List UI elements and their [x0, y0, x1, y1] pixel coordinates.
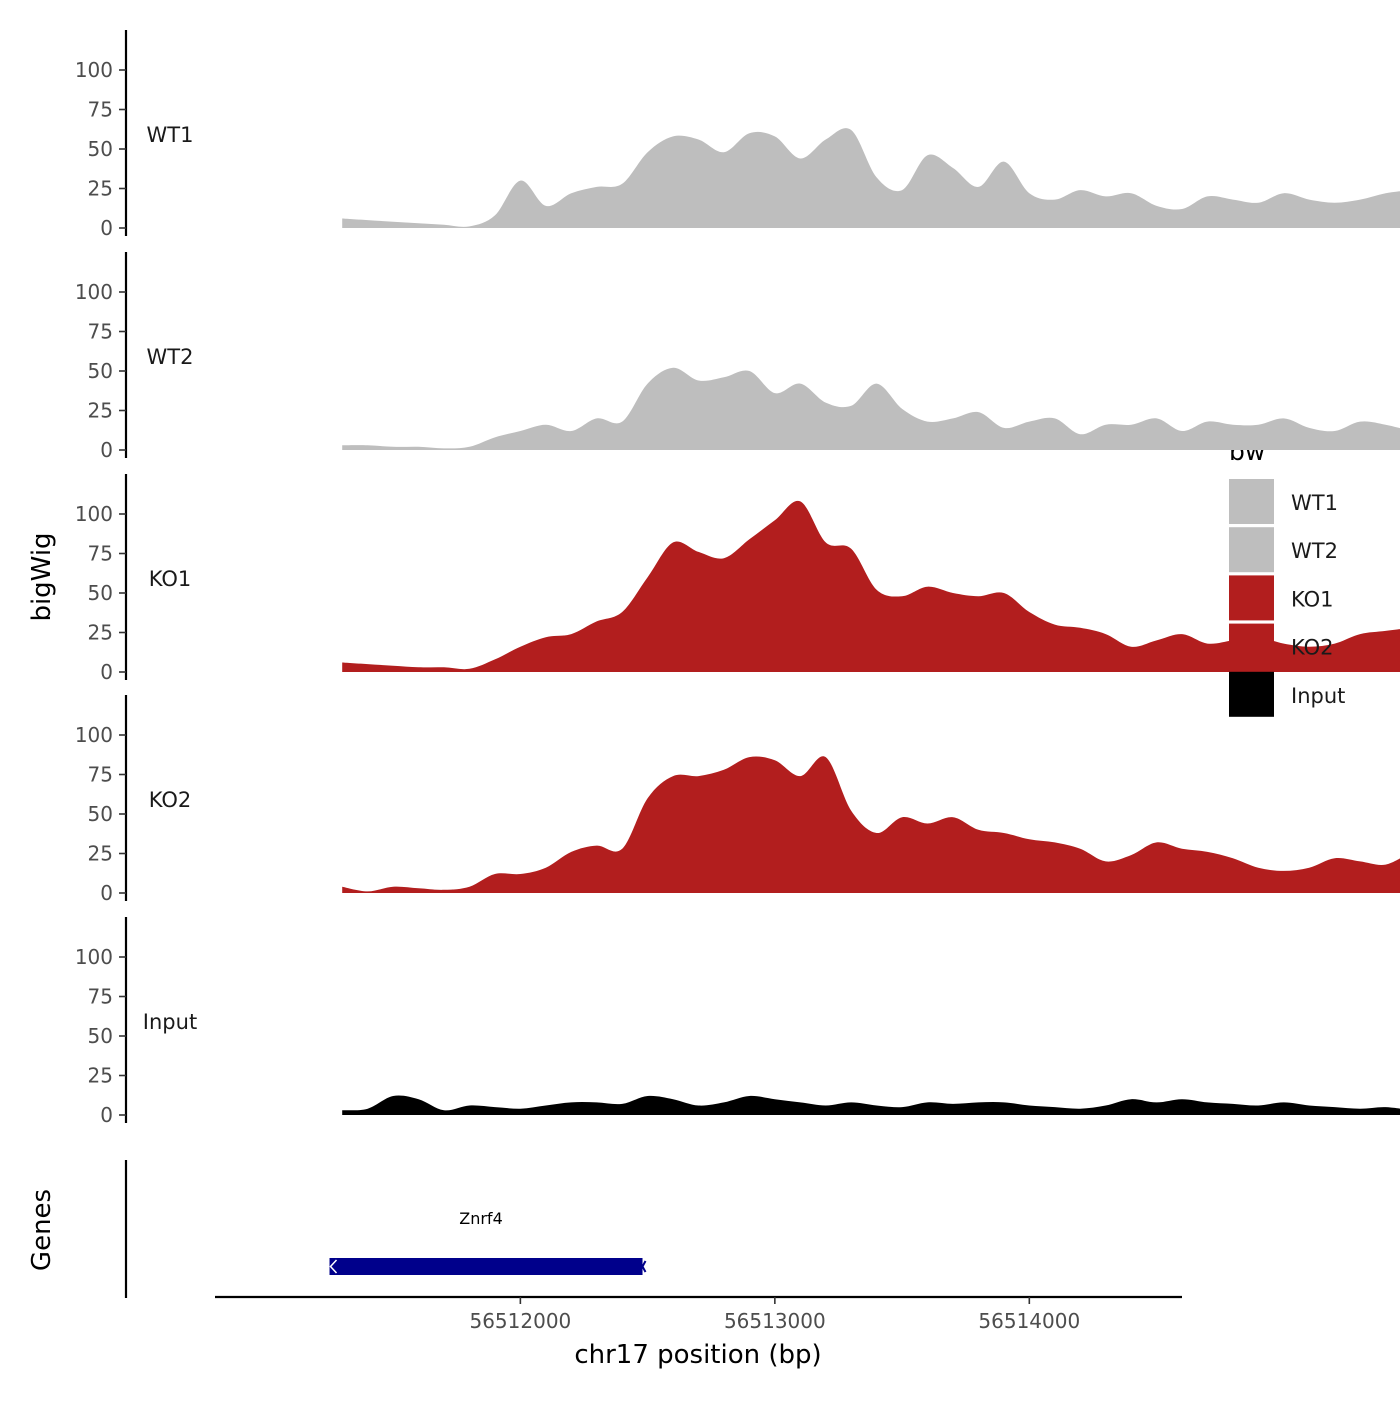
legend-label: WT1: [1291, 491, 1338, 515]
y-tick-label: 0: [100, 881, 113, 905]
coverage-area-ko1: [342, 500, 1400, 672]
gene-label: Znrf4: [459, 1209, 503, 1228]
x-tick-label: 56512000: [469, 1309, 571, 1333]
track-label: WT2: [147, 345, 194, 369]
tracks-group: 0255075100WT10255075100WT20255075100KO10…: [75, 30, 1400, 1127]
track-ko2: 0 25 50 75 100 KO2: [75, 695, 1400, 905]
y-tick-label: 50: [88, 359, 113, 383]
y-tick-label: 25: [88, 621, 113, 645]
x-axis: 56512000 56513000 56514000: [215, 1295, 1182, 1333]
legend-swatch: [1229, 671, 1274, 717]
y-tick-label: 25: [88, 177, 113, 201]
x-tick-label: 56514000: [978, 1309, 1080, 1333]
y-tick-label: 75: [88, 985, 113, 1009]
gene-body: [329, 1258, 643, 1275]
y-tick-label: 0: [100, 660, 113, 684]
gene-strand-arrow-icon: [329, 1259, 338, 1274]
coverage-area-ko2: [342, 756, 1400, 893]
coverage-area-wt2: [342, 367, 1400, 450]
y-tick-label: 25: [88, 1064, 113, 1088]
legend-swatch: [1229, 479, 1274, 524]
y-tick-label: 0: [100, 216, 113, 240]
track-wt1: 0 25 50 75 100 WT1: [75, 30, 1400, 240]
y-tick-label: 25: [88, 399, 113, 423]
genes-panel-title: Genes: [27, 1189, 57, 1271]
track-label: KO1: [149, 567, 192, 591]
y-tick-label: 50: [88, 137, 113, 161]
y-axis-title: bigWig: [27, 532, 57, 621]
legend-label: Input: [1291, 684, 1345, 708]
y-tick-label: 100: [75, 58, 113, 82]
legend-swatch: [1229, 575, 1274, 621]
legend-swatch: [1229, 527, 1274, 573]
track-label: WT1: [147, 123, 194, 147]
y-tick-label: 50: [88, 1024, 113, 1048]
gene-end-marker-icon: [638, 1260, 647, 1273]
y-tick-label: 50: [88, 802, 113, 826]
legend: WT1 WT2 KO1 KO2 Input: [1229, 479, 1345, 717]
track-ko1: 0 25 50 75 100 KO1: [75, 474, 1400, 684]
y-tick-label: 50: [88, 581, 113, 605]
track-wt2: 0 25 50 75 100 WT2: [75, 252, 1400, 462]
y-tick-label: 75: [88, 320, 113, 344]
y-tick-label: 75: [88, 542, 113, 566]
gene-track: Znrf4: [124, 1160, 647, 1298]
legend-label: WT2: [1291, 539, 1338, 563]
y-tick-label: 100: [75, 502, 113, 526]
legend-label: KO1: [1291, 587, 1334, 611]
y-tick-label: 75: [88, 98, 113, 122]
coverage-area-input: [342, 1095, 1400, 1115]
x-axis-title: chr17 position (bp): [574, 1340, 821, 1370]
y-tick-label: 0: [100, 438, 113, 462]
y-tick-label: 100: [75, 280, 113, 304]
track-input: 0 25 50 75 100 Input: [75, 917, 1400, 1127]
legend-label: KO2: [1291, 636, 1334, 660]
y-tick-label: 100: [75, 945, 113, 969]
track-label: KO2: [149, 788, 192, 812]
y-tick-label: 0: [100, 1103, 113, 1127]
coverage-area-wt1: [342, 128, 1400, 228]
track-label: Input: [143, 1010, 197, 1034]
y-tick-label: 25: [88, 842, 113, 866]
x-tick-label: 56513000: [724, 1309, 826, 1333]
y-tick-label: 75: [88, 763, 113, 787]
legend-swatch: [1229, 623, 1274, 669]
y-tick-label: 100: [75, 723, 113, 747]
